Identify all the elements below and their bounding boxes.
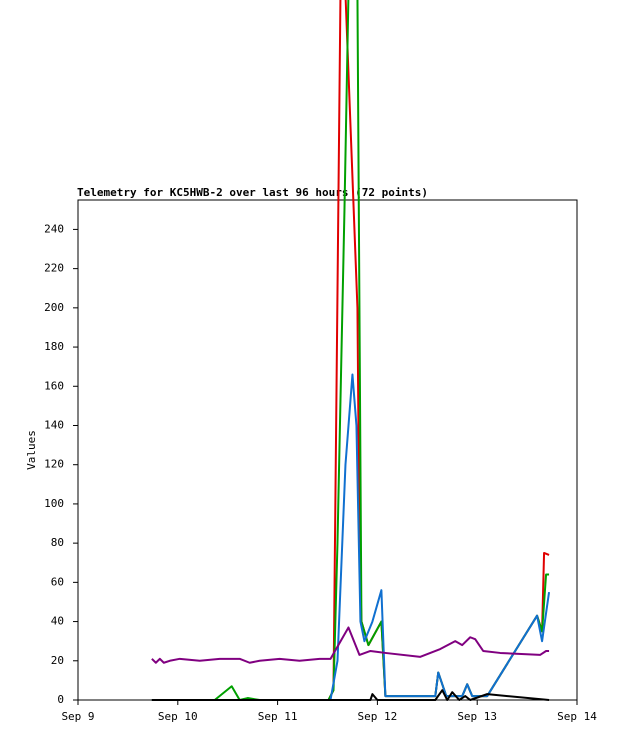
y-tick-label: 120 <box>44 458 64 471</box>
chart-title: Telemetry for KC5HWB-2 over last 96 hour… <box>77 186 428 199</box>
y-axis-label: Values <box>25 430 38 470</box>
y-tick-label: 140 <box>44 418 64 431</box>
y-tick-label: 80 <box>51 536 64 549</box>
y-tick-label: 60 <box>51 575 64 588</box>
y-tick-label: 40 <box>51 615 64 628</box>
y-tick-label: 180 <box>44 340 64 353</box>
y-tick-label: 160 <box>44 379 64 392</box>
x-tick-label: Sep 9 <box>61 710 94 723</box>
y-tick-label: 240 <box>44 222 64 235</box>
series-line <box>151 626 550 664</box>
x-tick-label: Sep 13 <box>457 710 497 723</box>
y-tick-label: 20 <box>51 654 64 667</box>
x-tick-label: Sep 10 <box>158 710 198 723</box>
series-line <box>151 689 550 701</box>
series-line <box>151 0 550 701</box>
y-tick-label: 220 <box>44 262 64 275</box>
y-tick-label: 200 <box>44 301 64 314</box>
plot-frame <box>77 199 578 701</box>
x-tick-label: Sep 12 <box>358 710 398 723</box>
x-tick-label: Sep 11 <box>258 710 298 723</box>
y-tick-label: 0 <box>57 693 64 706</box>
y-tick-label: 100 <box>44 497 64 510</box>
x-tick-label: Sep 14 <box>557 710 597 723</box>
